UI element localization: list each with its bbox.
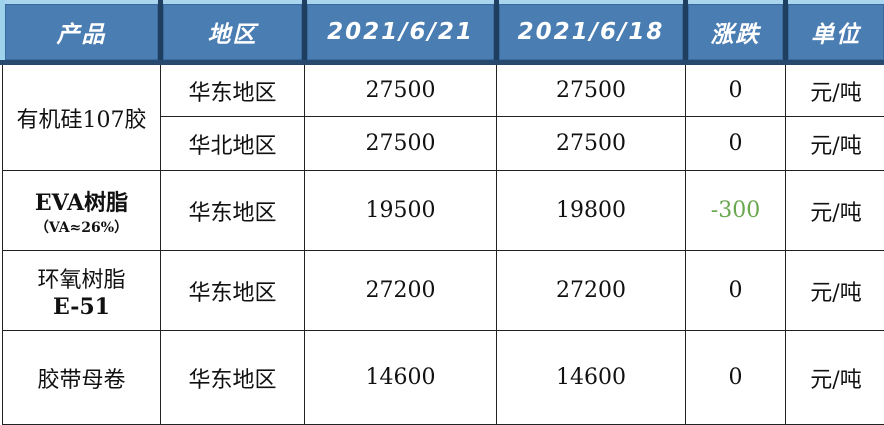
header-region: 地区 — [161, 2, 305, 63]
product-name: 有机硅107胶 — [17, 108, 147, 133]
region-cell: 华东地区 — [161, 63, 305, 117]
table-row: 有机硅107胶 华东地区 27500 27500 0 元/吨 — [3, 63, 884, 117]
table-row: 胶带母卷 华东地区 14600 14600 0 元/吨 — [3, 331, 884, 425]
header-date-new: 2021/6/21 — [305, 2, 497, 63]
price-new-cell: 14600 — [305, 331, 497, 425]
price-old-cell: 14600 — [497, 331, 686, 425]
region-cell: 华东地区 — [161, 331, 305, 425]
product-cell: 胶带母卷 — [3, 331, 161, 425]
product-cell: EVA树脂（VA≈26%） — [3, 171, 161, 251]
region-cell: 华东地区 — [161, 171, 305, 251]
product-sub: （VA≈26%） — [3, 217, 160, 237]
unit-cell: 元/吨 — [786, 331, 884, 425]
price-old-cell: 27500 — [497, 63, 686, 117]
region-cell: 华东地区 — [161, 251, 305, 331]
price-new-cell: 27500 — [305, 63, 497, 117]
table-row: EVA树脂（VA≈26%） 华东地区 19500 19800 -300 元/吨 — [3, 171, 884, 251]
unit-cell: 元/吨 — [786, 251, 884, 331]
change-cell: -300 — [686, 171, 786, 251]
header-row: 产品 地区 2021/6/21 2021/6/18 涨跌 单位 — [3, 2, 884, 63]
change-cell: 0 — [686, 331, 786, 425]
unit-cell: 元/吨 — [786, 171, 884, 251]
unit-cell: 元/吨 — [786, 63, 884, 117]
product-name: 环氧树脂 — [37, 268, 125, 293]
price-old-cell: 27500 — [497, 117, 686, 171]
unit-cell: 元/吨 — [786, 117, 884, 171]
price-old-cell: 27200 — [497, 251, 686, 331]
product-name: 胶带母卷 — [37, 368, 125, 393]
price-new-cell: 27500 — [305, 117, 497, 171]
product-sub: E-51 — [3, 294, 160, 320]
product-cell: 有机硅107胶 — [3, 63, 161, 171]
price-new-cell: 27200 — [305, 251, 497, 331]
header-date-old: 2021/6/18 — [497, 2, 686, 63]
header-change: 涨跌 — [686, 2, 786, 63]
change-cell: 0 — [686, 117, 786, 171]
product-name: EVA树脂 — [35, 190, 128, 216]
price-new-cell: 19500 — [305, 171, 497, 251]
change-cell: 0 — [686, 251, 786, 331]
header-product: 产品 — [3, 2, 161, 63]
price-old-cell: 19800 — [497, 171, 686, 251]
header-unit: 单位 — [786, 2, 884, 63]
region-cell: 华北地区 — [161, 117, 305, 171]
change-cell: 0 — [686, 63, 786, 117]
